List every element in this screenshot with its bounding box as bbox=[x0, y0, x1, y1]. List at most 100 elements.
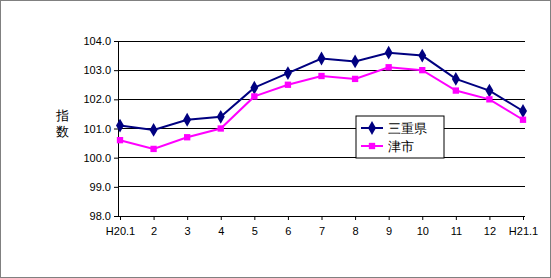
series-marker bbox=[217, 110, 225, 124]
x-tick-mark bbox=[221, 216, 222, 220]
x-tick-mark bbox=[187, 216, 188, 220]
series-marker bbox=[285, 82, 291, 88]
series-marker bbox=[318, 52, 326, 66]
series-marker bbox=[485, 84, 493, 98]
x-tick-mark bbox=[422, 216, 423, 220]
series-marker bbox=[419, 67, 425, 73]
grid-line bbox=[118, 157, 525, 158]
y-tick-mark bbox=[114, 216, 118, 217]
series-marker bbox=[352, 76, 358, 82]
y-tick-mark bbox=[114, 99, 118, 100]
legend-label: 津市 bbox=[388, 139, 414, 154]
x-tick: H20.1 bbox=[106, 216, 135, 237]
series-marker bbox=[284, 66, 292, 80]
grid-line bbox=[118, 128, 525, 129]
x-tick: 2 bbox=[151, 216, 157, 237]
x-axis: H20.1 2 3 4 5 6 7 8 9 10 11 12 H21.1 bbox=[106, 216, 538, 237]
series-marker bbox=[453, 87, 459, 93]
y-tick-label: 99.0 bbox=[90, 181, 111, 193]
series-marker bbox=[250, 81, 258, 95]
y-tick-mark bbox=[114, 158, 118, 159]
chart: 98.0 99.0 100.0 101.0 102.0 103.0 104.0 H20.1 2 3… bbox=[0, 0, 551, 278]
y-tick-mark bbox=[114, 41, 118, 42]
x-tick-mark bbox=[389, 216, 390, 220]
x-tick-label: 5 bbox=[252, 225, 258, 237]
x-tick-label: 3 bbox=[185, 225, 191, 237]
series-marker bbox=[519, 104, 527, 118]
x-tick: 9 bbox=[386, 216, 392, 237]
series-marker bbox=[418, 49, 426, 63]
x-tick-label: 6 bbox=[285, 225, 291, 237]
x-tick: 4 bbox=[218, 216, 224, 237]
x-tick-label: 12 bbox=[484, 225, 496, 237]
y-tick: 98.0 bbox=[90, 210, 118, 222]
series-marker bbox=[386, 64, 392, 70]
y-tick: 100.0 bbox=[83, 152, 118, 164]
y-tick-mark bbox=[114, 70, 118, 71]
grid-line bbox=[118, 186, 525, 187]
legend-marker bbox=[368, 121, 376, 135]
x-tick: 10 bbox=[417, 216, 429, 237]
series-marker bbox=[452, 72, 460, 86]
grid bbox=[118, 41, 525, 216]
x-tick-mark bbox=[355, 216, 356, 220]
x-tick-mark bbox=[120, 216, 121, 220]
x-tick-label: H21.1 bbox=[509, 225, 538, 237]
y-tick: 99.0 bbox=[90, 181, 118, 193]
y-tick: 104.0 bbox=[83, 35, 118, 47]
series-marker bbox=[318, 73, 324, 79]
series-marker bbox=[184, 134, 190, 140]
y-tick: 102.0 bbox=[83, 93, 118, 105]
y-tick-label: 98.0 bbox=[90, 210, 111, 222]
plot-area bbox=[116, 46, 527, 152]
x-tick-label: 2 bbox=[151, 225, 157, 237]
x-tick: H21.1 bbox=[509, 216, 538, 237]
y-tick-label: 103.0 bbox=[83, 64, 111, 76]
series-marker bbox=[116, 119, 124, 133]
series-marker bbox=[385, 46, 393, 60]
y-axis-title: 指数 bbox=[55, 108, 69, 139]
y-tick: 101.0 bbox=[83, 123, 118, 135]
legend: 三重県津市 bbox=[356, 116, 444, 158]
x-tick: 8 bbox=[353, 216, 359, 237]
x-tick: 11 bbox=[451, 216, 462, 237]
series-marker bbox=[218, 125, 224, 131]
series-marker bbox=[183, 113, 191, 127]
x-tick-mark bbox=[288, 216, 289, 220]
x-tick-label: H20.1 bbox=[106, 225, 135, 237]
grid-line bbox=[118, 70, 525, 71]
series-marker bbox=[486, 96, 492, 102]
x-tick: 5 bbox=[252, 216, 258, 237]
legend-label: 三重県 bbox=[388, 121, 427, 136]
x-tick: 6 bbox=[285, 216, 291, 237]
series-marker bbox=[150, 146, 156, 152]
x-tick-label: 10 bbox=[417, 225, 429, 237]
series-marker bbox=[251, 93, 257, 99]
series-marker bbox=[351, 55, 359, 69]
x-tick: 12 bbox=[484, 216, 496, 237]
x-tick-mark bbox=[254, 216, 255, 220]
x-tick-label: 7 bbox=[319, 225, 325, 237]
x-tick-label: 11 bbox=[451, 225, 462, 237]
series-marker bbox=[520, 117, 526, 123]
grid-line bbox=[118, 41, 525, 42]
y-tick-label: 100.0 bbox=[83, 152, 111, 164]
series-marker bbox=[150, 123, 158, 137]
y-tick-label: 102.0 bbox=[83, 93, 111, 105]
y-tick: 103.0 bbox=[83, 64, 118, 76]
y-axis-line bbox=[114, 42, 119, 217]
x-tick-mark bbox=[154, 216, 155, 220]
y-tick-label: 101.0 bbox=[83, 123, 111, 135]
series-marker bbox=[117, 137, 123, 143]
x-tick-label: 9 bbox=[386, 225, 392, 237]
y-axis: 98.0 99.0 100.0 101.0 102.0 103.0 104.0 bbox=[83, 35, 118, 222]
x-tick: 7 bbox=[319, 216, 325, 237]
x-tick-mark bbox=[489, 216, 490, 220]
series-line bbox=[120, 67, 523, 149]
y-tick-mark bbox=[114, 187, 118, 188]
legend-marker bbox=[369, 143, 375, 149]
y-tick-label: 104.0 bbox=[83, 35, 111, 47]
chart-frame bbox=[1, 1, 551, 278]
x-tick-mark bbox=[523, 216, 524, 220]
x-tick-mark bbox=[456, 216, 457, 220]
